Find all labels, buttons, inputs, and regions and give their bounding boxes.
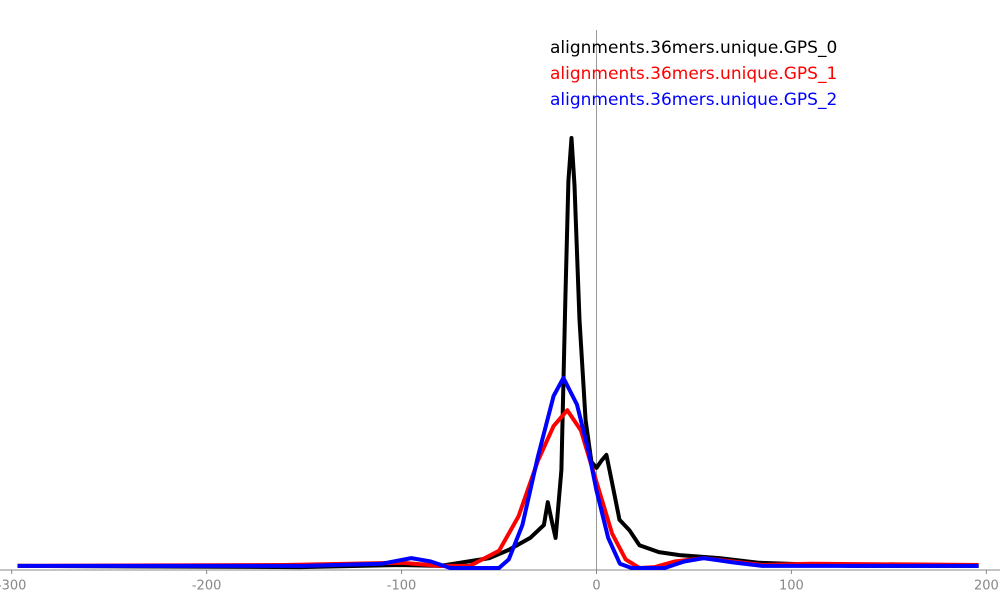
x-tick-label: 100 — [779, 579, 804, 594]
x-tick-label: 0 — [592, 579, 600, 594]
x-tick-label: -300 — [0, 579, 26, 594]
x-tick-label: 200 — [974, 579, 999, 594]
legend-entry: alignments.36mers.unique.GPS_0 — [550, 38, 837, 58]
legend-entry: alignments.36mers.unique.GPS_2 — [550, 90, 837, 110]
x-tick-label: -200 — [192, 579, 222, 594]
x-tick-label: -100 — [387, 579, 417, 594]
legend-entry: alignments.36mers.unique.GPS_1 — [550, 64, 837, 84]
series-line — [17, 408, 979, 570]
series-line — [17, 136, 979, 570]
series-line — [17, 375, 979, 570]
